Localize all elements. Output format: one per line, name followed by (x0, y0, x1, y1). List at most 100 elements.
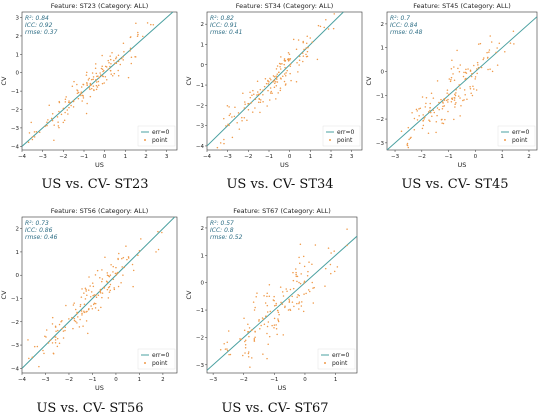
data-point (271, 324, 273, 327)
data-point (105, 79, 108, 81)
data-point (283, 80, 286, 83)
data-point (97, 80, 100, 83)
data-point (31, 356, 34, 359)
data-point (305, 47, 307, 49)
data-point (447, 110, 449, 113)
data-point (273, 324, 276, 326)
data-point (155, 251, 157, 253)
y-tick-label: 1 (16, 250, 20, 256)
data-point (298, 302, 300, 305)
data-point (127, 257, 130, 259)
x-tick-label: −3 (209, 377, 218, 383)
data-point (274, 82, 276, 84)
y-tick-label: 2 (16, 34, 20, 40)
data-point (460, 105, 462, 107)
x-tick-label: −1 (270, 377, 278, 383)
data-point (106, 288, 109, 291)
y-tick-label: 2 (16, 227, 20, 233)
legend-box (137, 348, 176, 370)
data-point (295, 48, 298, 51)
x-tick-label: 0 (474, 154, 478, 160)
data-point (92, 85, 95, 87)
data-point (127, 76, 130, 79)
data-point (407, 126, 410, 129)
data-point (472, 85, 474, 87)
data-point (287, 52, 290, 54)
chart-svg-st34: Feature: ST34 (Category: ALL) −4 −3 −2 −1 0 1 2… (185, 2, 363, 169)
data-point (47, 119, 49, 121)
data-point (99, 288, 102, 291)
data-point (346, 244, 348, 247)
data-point (267, 343, 269, 346)
plot-frame (21, 216, 178, 374)
data-point (134, 56, 137, 58)
data-point (453, 118, 455, 121)
data-point (427, 132, 430, 134)
icc-stat: ICC: 0.86 (25, 227, 53, 234)
data-point (257, 91, 259, 93)
data-point (88, 77, 90, 80)
data-point (498, 42, 501, 44)
data-point (73, 302, 75, 304)
data-point (435, 121, 438, 123)
data-point (415, 108, 418, 111)
y-tick-label: 0 (201, 63, 205, 69)
data-point (289, 65, 292, 67)
y-axis-label: CV (0, 290, 8, 300)
data-point (83, 303, 86, 306)
data-point (95, 296, 98, 299)
data-point (436, 80, 439, 82)
plot-frame (206, 216, 358, 374)
data-point (307, 289, 310, 291)
data-point (487, 68, 489, 71)
data-point (305, 53, 307, 56)
data-point (86, 71, 88, 74)
data-point (122, 55, 124, 58)
y-tick-label: −3 (196, 124, 205, 130)
data-point (157, 248, 160, 251)
data-point (429, 107, 431, 109)
data-point (297, 39, 300, 41)
data-point (250, 102, 253, 104)
data-point (449, 80, 452, 83)
data-point (285, 83, 287, 85)
data-point (453, 66, 455, 68)
data-point (81, 314, 83, 316)
x-tick-label: 1 (138, 377, 142, 383)
data-point (260, 99, 262, 101)
x-axis-label: US (280, 161, 289, 169)
data-point (301, 301, 303, 303)
data-point (109, 58, 112, 61)
data-point (46, 121, 48, 124)
data-point (90, 87, 93, 90)
data-point (330, 252, 332, 254)
data-point (258, 320, 260, 322)
legend-label-line: err=0 (152, 129, 170, 136)
data-point (269, 77, 271, 80)
data-point (454, 103, 456, 106)
data-point (436, 114, 438, 117)
data-point (101, 280, 103, 283)
data-point (76, 89, 78, 91)
data-point (89, 295, 92, 298)
data-point (223, 138, 225, 141)
data-point (311, 281, 314, 284)
x-tick-label: −2 (418, 154, 426, 160)
data-point (298, 308, 300, 310)
chart-svg-st45: Feature: ST45 (Category: ALL) −3 −2 −1 0 1 2 −3… (365, 2, 538, 169)
data-point (332, 27, 335, 30)
data-point (448, 93, 450, 96)
data-point (457, 95, 460, 97)
data-point (142, 35, 144, 38)
data-point (56, 345, 59, 348)
data-point (65, 96, 67, 98)
data-point (316, 58, 319, 61)
data-point (249, 366, 251, 368)
data-point (231, 116, 233, 118)
data-point (283, 73, 286, 75)
data-point (324, 285, 326, 287)
data-point (266, 325, 269, 328)
data-point (275, 328, 278, 330)
legend-label-point: point (512, 137, 528, 144)
data-point (257, 101, 260, 104)
